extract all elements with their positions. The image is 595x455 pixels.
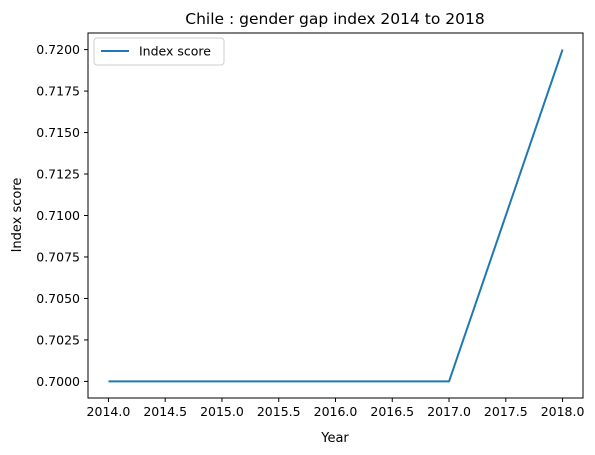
x-tick-label: 2015.0 (200, 404, 244, 419)
y-tick-label: 0.7050 (36, 291, 80, 306)
x-tick-label: 2018.0 (541, 404, 585, 419)
y-tick-label: 0.7025 (36, 332, 80, 347)
data-point (107, 380, 109, 382)
legend-box (93, 37, 225, 66)
y-tick-label: 0.7000 (36, 374, 80, 389)
legend: Index score (93, 37, 225, 66)
plot-area (87, 32, 584, 399)
data-point (562, 49, 564, 51)
series-line-0 (108, 49, 564, 383)
y-tick-label: 0.7125 (36, 167, 80, 182)
y-axis: 0.7000 0.7025 0.7050 0.7075 0.7100 0.7125 0.71… (36, 42, 88, 389)
legend-label: Index score (139, 44, 211, 59)
x-tick-label: 2017.0 (427, 404, 471, 419)
y-tick-label: 0.7175 (36, 84, 80, 99)
data-point (335, 380, 337, 382)
x-axis-label: Year (320, 431, 349, 446)
y-tick-label: 0.7200 (36, 42, 80, 57)
x-axis: 2014.0 2014.5 2015.0 2015.5 2016.0 2016.5 2017… (87, 398, 585, 419)
chart-title: Chile : gender gap index 2014 to 2018 (185, 10, 485, 28)
data-point (448, 380, 450, 382)
x-tick-label: 2015.5 (257, 404, 301, 419)
x-tick-label: 2017.5 (484, 404, 528, 419)
y-axis-label: Index score (10, 178, 25, 253)
x-tick-label: 2016.0 (314, 404, 358, 419)
y-tick-label: 0.7100 (36, 208, 80, 223)
series-layer (107, 49, 564, 383)
y-tick-label: 0.7150 (36, 125, 80, 140)
x-tick-label: 2016.5 (370, 404, 414, 419)
x-tick-label: 2014.5 (143, 404, 187, 419)
data-point (221, 380, 223, 382)
x-tick-label: 2014.0 (87, 404, 131, 419)
y-tick-label: 0.7075 (36, 249, 80, 264)
